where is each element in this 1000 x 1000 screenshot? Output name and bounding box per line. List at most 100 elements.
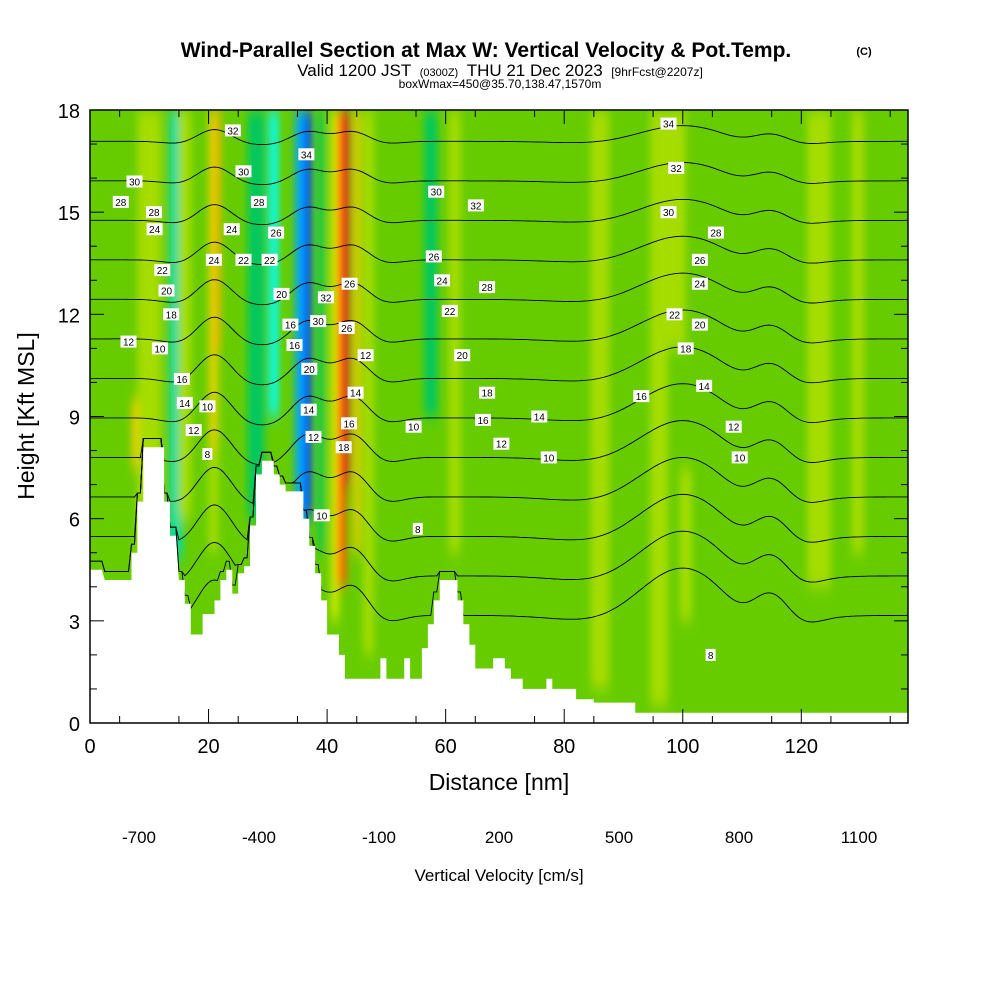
contour-label-text: 10: [154, 344, 166, 355]
y-tick-label: 6: [69, 510, 80, 532]
y-axis-label: Height [Kft MSL]: [13, 332, 39, 499]
theta-contour-18: [90, 383, 908, 426]
contour-label-bg: [301, 362, 318, 375]
contour-label: 16: [282, 318, 299, 332]
axis-ticks: 0 20 40 60 80 100 120 0 3 6 9 12 15 18: [58, 101, 908, 758]
w-band-22: [510, 110, 535, 689]
valid-utc: (0300Z): [420, 67, 459, 79]
contour-label: 18: [335, 441, 352, 454]
valid-prefix: Valid 1200 JST: [297, 61, 411, 80]
colorbar: -700 -400 -100 200 500 800 1100: [122, 828, 877, 847]
chart-title: Wind-Parallel Section at Max W: Vertical…: [181, 39, 792, 62]
contour-label-text: 28: [710, 229, 722, 240]
contour-label-bg: [205, 253, 222, 266]
contour-label: 12: [725, 420, 742, 434]
contour-label: 28: [250, 195, 267, 209]
contour-label: 8: [412, 522, 423, 536]
contour-label-text: 16: [176, 375, 188, 386]
w-band-13: [331, 110, 339, 621]
contour-label-bg: [126, 175, 143, 188]
w-band-8: [247, 110, 265, 519]
contour-label: 30: [660, 206, 677, 219]
contour-label: 20: [301, 362, 318, 376]
contour-label-text: 8: [415, 525, 421, 536]
contour-label-text: 34: [663, 120, 675, 131]
contour-label-bg: [335, 441, 352, 454]
contour-label-bg: [666, 308, 683, 321]
contour-label-text: 18: [680, 344, 692, 355]
contour-label-text: 18: [338, 443, 350, 454]
contour-label-bg: [705, 648, 716, 661]
contour-label-bg: [357, 349, 374, 362]
contour-label-text: 8: [205, 450, 211, 461]
contour-label-bg: [479, 281, 496, 294]
x-tick-label: 100: [666, 736, 699, 758]
w-band-16: [353, 110, 360, 553]
contour-label-bg: [154, 264, 171, 277]
contour-label-bg: [425, 250, 442, 263]
contour-label-text: 28: [253, 198, 265, 209]
w-band-7: [222, 110, 236, 519]
contour-label-bg: [268, 226, 285, 239]
contour-label: 10: [313, 509, 330, 522]
y-tick-label: 12: [58, 305, 80, 327]
w-band-30: [744, 110, 775, 417]
x-tick-label: 80: [553, 736, 575, 758]
contour-label: 20: [454, 349, 471, 362]
contour-label: 22: [441, 304, 458, 318]
contour-label: 30: [310, 315, 327, 328]
contour-label: 18: [163, 308, 180, 321]
contour-label-bg: [454, 349, 471, 362]
contour-label-bg: [250, 195, 267, 208]
contour-label-bg: [660, 206, 677, 219]
contour-label-text: 10: [734, 453, 746, 464]
contour-label-bg: [185, 424, 202, 437]
contour-label-text: 14: [350, 389, 362, 400]
contour-label: 12: [185, 424, 202, 437]
theta-contour-26: [90, 235, 908, 266]
y-tick-label: 9: [69, 408, 80, 430]
contour-label-text: 14: [534, 413, 546, 424]
contour-label-text: 28: [148, 208, 160, 219]
contour-label-bg: [261, 253, 278, 266]
contour-label-bg: [341, 277, 358, 290]
contour-label: 32: [224, 124, 241, 137]
theta-contour-10: [90, 438, 908, 583]
contour-label-bg: [338, 322, 355, 334]
contour-label-bg: [493, 437, 510, 450]
contour-label-bg: [146, 206, 162, 219]
contour-label: 10: [540, 451, 557, 464]
w-band-12: [318, 110, 325, 553]
contour-label: 30: [126, 175, 143, 189]
colorbar-tick-label: 1100: [841, 828, 878, 847]
contour-label: 16: [286, 339, 303, 352]
w-band-11: [305, 110, 312, 519]
contour-label-text: 30: [431, 188, 443, 199]
contour-label-bg: [300, 403, 317, 416]
contour-label-text: 20: [304, 365, 316, 376]
contour-label-text: 26: [694, 256, 706, 267]
theta-contour-28: [90, 198, 908, 226]
contour-label: 16: [475, 413, 491, 427]
x-tick-label: 120: [785, 736, 818, 758]
contour-label: 22: [154, 264, 171, 277]
colorbar-tick-label: 200: [485, 828, 513, 847]
contour-label: 10: [731, 451, 748, 464]
w-band-3: [178, 110, 192, 519]
w-band-15: [344, 110, 350, 485]
contour-label-bg: [475, 413, 491, 426]
contour-label-bg: [341, 417, 357, 430]
contour-label-text: 20: [694, 321, 706, 332]
valid-time-line: Valid 1200 JST (0300Z) THU 21 Dec 2023 […: [297, 61, 703, 80]
contour-label-text: 26: [341, 324, 353, 335]
contour-label-bg: [235, 165, 252, 178]
contour-label: 8: [705, 648, 716, 662]
contour-label: 16: [633, 390, 650, 403]
contour-label-text: 26: [428, 252, 440, 263]
contour-label-text: 8: [708, 651, 714, 662]
valid-date: THU 21 Dec 2023: [467, 61, 603, 80]
contour-label: 30: [428, 185, 445, 199]
contour-label: 10: [405, 420, 422, 434]
contour-label-text: 20: [276, 290, 288, 301]
